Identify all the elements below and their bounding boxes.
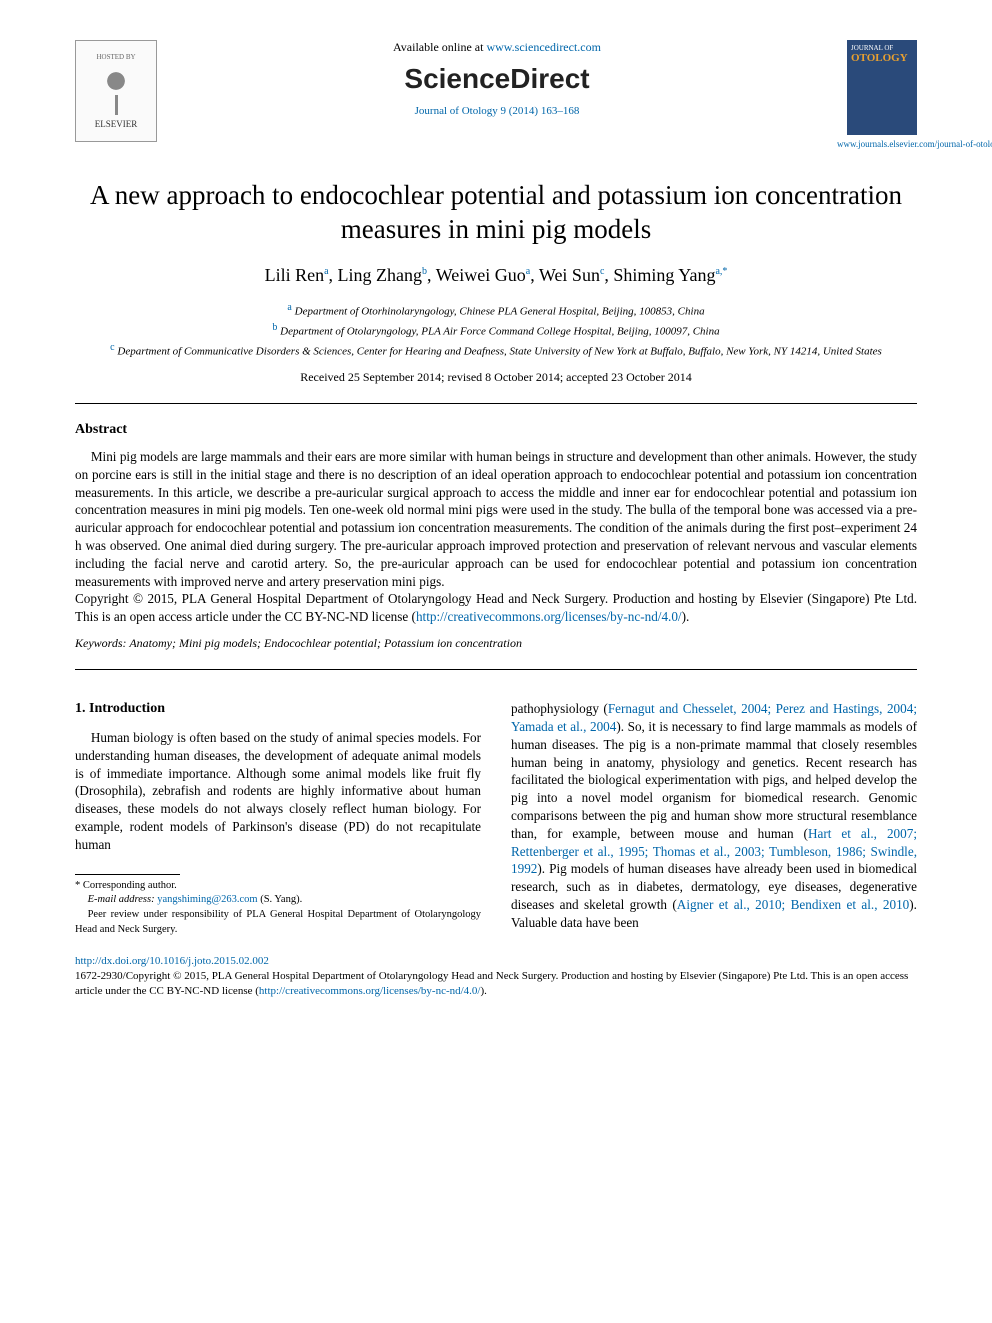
available-prefix: Available online at bbox=[393, 40, 486, 54]
intro-left: Human biology is often based on the stud… bbox=[75, 729, 481, 854]
section-heading: 1. Introduction bbox=[75, 700, 481, 719]
footer-copy-prefix: 1672-2930/Copyright © 2015, PLA General … bbox=[75, 970, 908, 997]
divider bbox=[75, 669, 917, 670]
keywords-label: Keywords: bbox=[75, 636, 127, 650]
affiliation-a: Department of Otorhinolaryngology, Chine… bbox=[295, 305, 705, 317]
author-aff[interactable]: c bbox=[600, 266, 604, 277]
available-online: Available online at www.sciencedirect.co… bbox=[177, 40, 817, 55]
article-title: A new approach to endocochlear potential… bbox=[75, 179, 917, 247]
journal-cover-box: JOURNAL OF OTOLOGY www.journals.elsevier… bbox=[837, 40, 917, 149]
abstract-body: Mini pig models are large mammals and th… bbox=[75, 448, 917, 591]
sciencedirect-link[interactable]: www.sciencedirect.com bbox=[486, 40, 601, 54]
author: Shiming Yanga,* bbox=[613, 265, 727, 285]
authors: Lili Rena, Ling Zhangb, Weiwei Guoa, Wei… bbox=[75, 265, 917, 286]
peer-review-note: Peer review under responsibility of PLA … bbox=[75, 908, 481, 937]
abstract-copyright: Copyright © 2015, PLA General Hospital D… bbox=[75, 590, 917, 626]
journal-cover-kicker: JOURNAL OF bbox=[851, 44, 913, 52]
copyright-suffix: ). bbox=[682, 609, 690, 624]
article-dates: Received 25 September 2014; revised 8 Oc… bbox=[75, 370, 917, 385]
abstract-heading: Abstract bbox=[75, 422, 917, 438]
intro-right: pathophysiology (Fernagut and Chesselet,… bbox=[511, 700, 917, 932]
footer-copy-suffix: ). bbox=[481, 985, 487, 997]
affiliations: a Department of Otorhinolaryngology, Chi… bbox=[75, 300, 917, 360]
citation-link[interactable]: Aigner et al., 2010; Bendixen et al., 20… bbox=[677, 897, 909, 912]
author: Ling Zhangb bbox=[338, 265, 427, 285]
journal-cover-title: OTOLOGY bbox=[851, 52, 913, 65]
elsevier-brand: ELSEVIER bbox=[95, 119, 138, 129]
article-page: HOSTED BY ELSEVIER Available online at w… bbox=[0, 0, 992, 1029]
affiliation-b: Department of Otolaryngology, PLA Air Fo… bbox=[280, 325, 719, 337]
elsevier-tree-icon bbox=[91, 65, 141, 115]
corresponding-star[interactable]: * bbox=[722, 266, 727, 277]
author-aff[interactable]: a bbox=[324, 266, 328, 277]
hosted-by-label: HOSTED BY bbox=[96, 53, 135, 61]
journal-homepage-link[interactable]: www.journals.elsevier.com/journal-of-oto… bbox=[837, 139, 992, 149]
author: Weiwei Guoa bbox=[436, 265, 530, 285]
cc-license-link[interactable]: http://creativecommons.org/licenses/by-n… bbox=[259, 985, 481, 997]
right-column: pathophysiology (Fernagut and Chesselet,… bbox=[511, 700, 917, 937]
journal-cover: JOURNAL OF OTOLOGY bbox=[847, 40, 917, 135]
email-person: (S. Yang). bbox=[258, 894, 303, 905]
author: Lili Rena bbox=[265, 265, 329, 285]
footer-copyright: 1672-2930/Copyright © 2015, PLA General … bbox=[75, 969, 917, 999]
doi-link[interactable]: http://dx.doi.org/10.1016/j.joto.2015.02… bbox=[75, 955, 269, 967]
cc-license-link[interactable]: http://creativecommons.org/licenses/by-n… bbox=[416, 609, 682, 624]
doi: http://dx.doi.org/10.1016/j.joto.2015.02… bbox=[75, 955, 917, 967]
header: HOSTED BY ELSEVIER Available online at w… bbox=[75, 40, 917, 149]
affiliation-c: Department of Communicative Disorders & … bbox=[117, 345, 881, 357]
sciencedirect-logo: ScienceDirect bbox=[177, 63, 817, 95]
email-label: E-mail address: bbox=[88, 894, 155, 905]
footnotes: * Corresponding author. E-mail address: … bbox=[75, 879, 481, 938]
body-columns: 1. Introduction Human biology is often b… bbox=[75, 700, 917, 937]
citation: Journal of Otology 9 (2014) 163–168 bbox=[177, 105, 817, 117]
divider bbox=[75, 403, 917, 404]
keywords: Keywords: Anatomy; Mini pig models; Endo… bbox=[75, 636, 917, 651]
author-aff[interactable]: a bbox=[526, 266, 530, 277]
footnote-divider bbox=[75, 874, 180, 875]
email-link[interactable]: yangshiming@263.com bbox=[157, 894, 257, 905]
header-center: Available online at www.sciencedirect.co… bbox=[157, 40, 837, 117]
author: Wei Sunc bbox=[539, 265, 605, 285]
keywords-value: Anatomy; Mini pig models; Endocochlear p… bbox=[127, 636, 522, 650]
elsevier-logo: HOSTED BY ELSEVIER bbox=[75, 40, 157, 142]
left-column: 1. Introduction Human biology is often b… bbox=[75, 700, 481, 937]
author-aff[interactable]: b bbox=[422, 266, 427, 277]
corresponding-note: * Corresponding author. bbox=[75, 879, 481, 894]
